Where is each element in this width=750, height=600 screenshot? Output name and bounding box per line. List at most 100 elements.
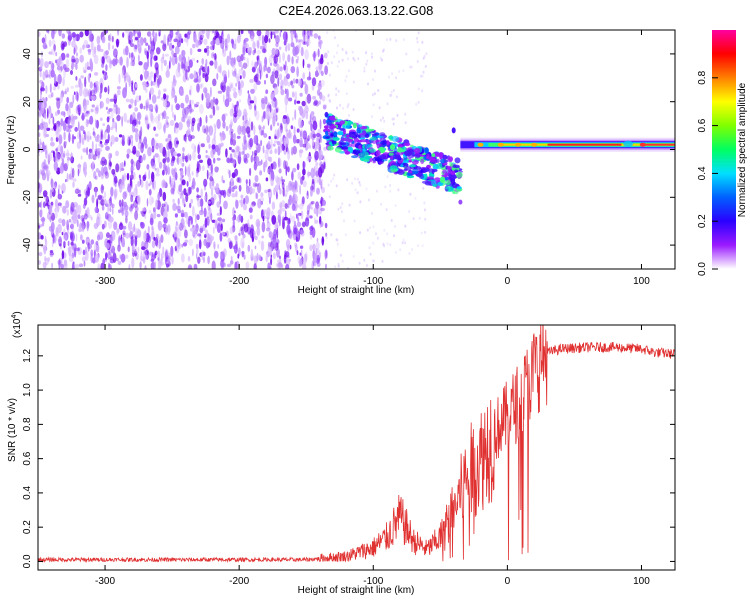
- noise-speckle: [254, 48, 256, 54]
- noise-speckle: [298, 137, 304, 148]
- noise-speckle: [54, 211, 58, 219]
- noise-speckle: [344, 50, 347, 54]
- noise-speckle: [391, 72, 394, 76]
- onset-blob: [449, 174, 458, 180]
- noise-speckle: [94, 72, 99, 76]
- noise-speckle: [420, 231, 423, 235]
- noise-speckle: [78, 121, 80, 132]
- noise-speckle: [38, 57, 41, 66]
- noise-speckle: [269, 165, 272, 176]
- noise-speckle: [240, 80, 244, 88]
- noise-speckle: [295, 137, 298, 144]
- noise-speckle: [235, 145, 240, 152]
- noise-speckle: [162, 191, 167, 202]
- onset-blob: [364, 128, 372, 133]
- noise-speckle: [389, 184, 392, 187]
- noise-speckle: [70, 113, 74, 122]
- noise-speckle: [308, 120, 313, 125]
- noise-speckle: [88, 31, 93, 42]
- noise-speckle: [289, 244, 292, 250]
- noise-speckle: [319, 119, 322, 130]
- noise-speckle: [417, 100, 420, 104]
- noise-speckle: [85, 44, 91, 49]
- noise-speckle: [192, 149, 196, 161]
- onset-blob: [372, 157, 378, 162]
- noise-speckle: [92, 154, 97, 161]
- noise-speckle: [197, 198, 201, 208]
- noise-speckle: [198, 68, 202, 77]
- noise-speckle: [38, 251, 43, 257]
- noise-speckle: [107, 42, 111, 51]
- noise-speckle: [260, 69, 263, 77]
- noise-speckle: [195, 101, 200, 105]
- noise-speckle: [97, 263, 101, 269]
- noise-speckle: [336, 242, 339, 246]
- noise-speckle: [171, 104, 174, 113]
- noise-speckle: [231, 102, 234, 114]
- noise-speckle: [64, 91, 67, 95]
- noise-speckle: [184, 229, 188, 239]
- noise-speckle: [112, 118, 115, 123]
- noise-speckle: [197, 48, 202, 53]
- noise-speckle: [188, 164, 191, 175]
- noise-speckle: [266, 147, 269, 155]
- noise-speckle: [210, 181, 214, 192]
- noise-speckle: [68, 132, 71, 143]
- noise-speckle: [263, 65, 266, 73]
- noise-speckle: [265, 253, 268, 263]
- noise-speckle: [254, 106, 257, 117]
- noise-speckle: [352, 108, 355, 111]
- onset-blob: [323, 128, 331, 133]
- noise-speckle: [49, 189, 53, 199]
- noise-speckle: [205, 150, 208, 154]
- noise-speckle: [421, 89, 424, 93]
- noise-speckle: [316, 187, 320, 195]
- noise-speckle: [180, 38, 184, 44]
- noise-speckle: [116, 114, 121, 122]
- noise-speckle: [163, 59, 167, 67]
- noise-speckle: [105, 252, 108, 259]
- noise-speckle: [330, 179, 333, 183]
- noise-speckle: [70, 223, 74, 230]
- noise-speckle: [134, 107, 138, 112]
- noise-speckle: [45, 97, 48, 102]
- onset-blob: [358, 145, 362, 150]
- noise-speckle: [250, 224, 255, 234]
- noise-speckle: [189, 99, 191, 109]
- noise-speckle: [61, 190, 64, 194]
- noise-speckle: [160, 56, 165, 64]
- noise-speckle: [359, 183, 362, 187]
- noise-speckle: [290, 146, 294, 156]
- noise-speckle: [88, 214, 92, 219]
- noise-speckle: [100, 144, 104, 148]
- noise-speckle: [173, 151, 177, 157]
- noise-speckle: [259, 60, 262, 71]
- colorbar-gradient: [712, 30, 736, 269]
- noise-speckle: [152, 207, 156, 213]
- noise-speckle: [317, 82, 322, 91]
- noise-speckle: [314, 150, 319, 161]
- noise-speckle: [236, 35, 241, 44]
- noise-speckle: [291, 203, 296, 211]
- noise-speckle: [151, 254, 156, 261]
- noise-speckle: [40, 200, 43, 210]
- noise-speckle: [148, 183, 151, 187]
- onset-blob: [333, 131, 338, 137]
- noise-speckle: [113, 103, 118, 114]
- noise-speckle: [300, 210, 304, 220]
- noise-speckle: [105, 139, 109, 144]
- noise-speckle: [44, 69, 49, 79]
- noise-speckle: [219, 232, 223, 242]
- noise-speckle: [411, 248, 414, 251]
- noise-speckle: [79, 222, 82, 230]
- noise-speckle: [255, 218, 261, 228]
- noise-speckle: [101, 56, 105, 65]
- noise-speckle: [264, 79, 266, 85]
- noise-speckle: [177, 62, 181, 74]
- noise-speckle: [53, 161, 58, 171]
- noise-speckle: [74, 263, 79, 269]
- noise-speckle: [70, 166, 73, 178]
- noise-speckle: [346, 105, 349, 109]
- noise-speckle: [302, 168, 306, 176]
- noise-speckle: [270, 231, 274, 239]
